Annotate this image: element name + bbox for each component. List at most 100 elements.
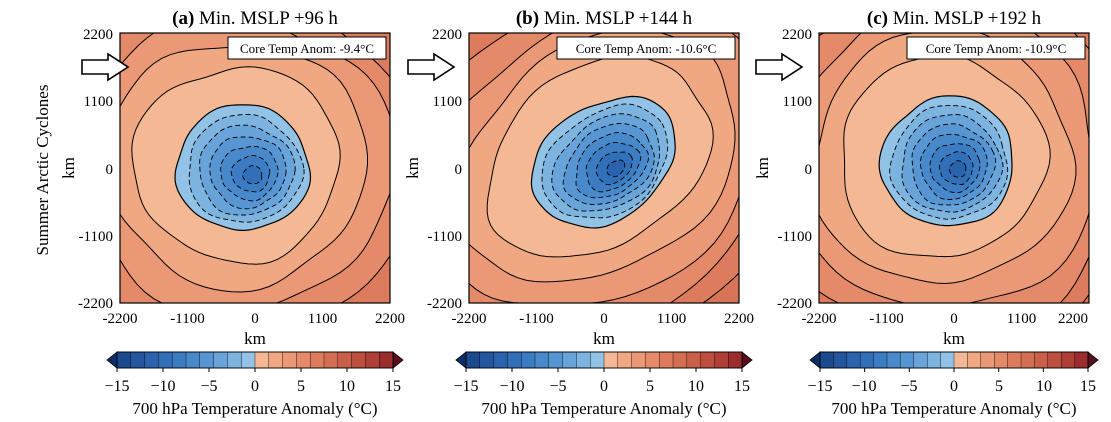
panel-b-cb-tick-1: −10 [499, 378, 524, 395]
colorbar-segment [507, 351, 522, 369]
panel-a-frame [119, 32, 391, 304]
colorbar-segment [351, 351, 367, 369]
panel-a-xtick-2: 0 [251, 311, 259, 327]
panel-b-xtick-2: 0 [600, 311, 608, 327]
panel-a-ytick-0: 2200 [83, 27, 113, 43]
panel-b-title: (b) Min. MSLP +144 h [516, 8, 693, 29]
panel-c-ytick-4: -2200 [777, 296, 812, 312]
colorbar-segment [465, 351, 481, 369]
panel-a-core-temp-box [227, 36, 387, 60]
panel-a-cb-tick-4: 5 [297, 378, 305, 395]
panel-a-xtick-3: 1100 [308, 311, 337, 327]
panel-a-ytick-1: 1100 [84, 94, 113, 110]
panel-a-core-temp-label: Core Temp Anom: -9.4°C [240, 41, 374, 56]
panel-c-title: (c) Min. MSLP +192 h [867, 8, 1042, 29]
panel-c-xtick-2: 0 [950, 311, 958, 327]
panel-c-cb-tick-1: −10 [851, 378, 876, 395]
panel-c-xtick-1: -1100 [869, 311, 903, 327]
panel-b-cb-tick-2: −5 [549, 378, 566, 395]
colorbar-segment [913, 351, 928, 369]
panel-a-title-text: Min. MSLP +96 h [199, 8, 338, 29]
colorbar-segment [534, 351, 550, 369]
panel-b-cb-tick-3: 0 [600, 378, 608, 395]
colorbar-segment [590, 351, 605, 369]
colorbar-segment [227, 351, 242, 369]
panel-b-ytick-1: 1100 [433, 94, 462, 110]
colorbar-segment [1034, 351, 1049, 369]
panel-c-colorbar [809, 351, 1099, 372]
colorbar-segment [1007, 351, 1022, 369]
colorbar-segment [1060, 351, 1076, 369]
panel-b-frame [468, 32, 740, 304]
panel-c-cb-tick-2: −5 [900, 378, 917, 395]
panel-a-cb-tick-6: 15 [385, 378, 401, 395]
colorbar-segment [631, 351, 646, 369]
colorbar-segment [1074, 351, 1089, 369]
panel-a-xtick-0: -2200 [103, 311, 138, 327]
colorbar-segment [1047, 351, 1062, 369]
panel-a-ytick-4: -2200 [78, 296, 113, 312]
colorbar-segment [645, 351, 660, 369]
panel-c-frame [818, 32, 1090, 304]
colorbar-segment [254, 351, 270, 369]
panel-c-cb-label: 700 hPa Temperature Anomaly (°C) [831, 399, 1076, 418]
panel-b-title-text: Min. MSLP +144 h [544, 8, 693, 29]
panel-b-cb-tick-0: −15 [453, 378, 478, 395]
colorbar-segment [130, 351, 146, 369]
row-label: Summer Arctic Cyclones [33, 85, 52, 256]
colorbar-segment [323, 351, 339, 369]
colorbar-segment [576, 351, 591, 369]
panel-b-ytick-2: 0 [455, 162, 463, 178]
panel-b-letter: (b) [516, 8, 539, 29]
panel-a-contour-field [120, 33, 390, 303]
colorbar-segment [714, 351, 729, 369]
colorbar-segment [833, 351, 848, 369]
colorbar-segment [846, 351, 861, 369]
colorbar-extend-high [1087, 351, 1099, 369]
panel-c-ytick-3: -1100 [778, 229, 812, 245]
panel-a-ytick-3: -1100 [79, 229, 113, 245]
colorbar-segment [310, 351, 325, 369]
panel-a-colorbar [106, 351, 404, 372]
panel-c-letter: (c) [867, 8, 888, 29]
panel-a-ytick-2: 0 [106, 162, 114, 178]
panel-c-cb-tick-0: −15 [807, 378, 832, 395]
colorbar-segment [953, 351, 969, 369]
colorbar-segment [940, 351, 955, 369]
panel-c-cb-tick-5: 10 [1036, 378, 1052, 395]
colorbar-segment [994, 351, 1009, 369]
panel-b-xtick-1: -1100 [519, 311, 553, 327]
colorbar-extend-low [455, 351, 467, 369]
colorbar-segment [603, 351, 619, 369]
colorbar-segment [116, 351, 132, 369]
panel-a-arrow-icon [81, 52, 130, 82]
panel-b-cb-tick-5: 10 [688, 378, 704, 395]
panel-c-xtick-0: -2200 [802, 311, 837, 327]
colorbar-segment [700, 351, 715, 369]
colorbar-extend-high [392, 351, 404, 369]
panel-c-ytick-0: 2200 [782, 27, 812, 43]
panel-b-core-temp-box [556, 36, 736, 60]
colorbar-segment [144, 351, 160, 369]
panel-b-cb-tick-4: 5 [646, 378, 654, 395]
colorbar-segment [240, 351, 256, 369]
panel-c-ytick-2: 0 [805, 162, 813, 178]
panel-c-cold-contour-7 [948, 160, 967, 178]
colorbar-segment [296, 351, 311, 369]
panel-a-cb-tick-0: −15 [104, 378, 129, 395]
colorbar-segment [967, 351, 982, 369]
panel-b-xlabel: km [593, 329, 615, 348]
colorbar-segment [493, 351, 509, 369]
panel-c-title-text: Min. MSLP +192 h [893, 8, 1042, 29]
colorbar-segment [282, 351, 298, 369]
panel-a: (a) Min. MSLP +96 h Core Temp Anom: -9.4… [59, 8, 405, 418]
colorbar-segment [171, 351, 187, 369]
colorbar-segment [548, 351, 564, 369]
panel-c-xlabel: km [943, 329, 965, 348]
panel-c-ylabel: km [753, 157, 772, 179]
panel-a-xlabel: km [244, 329, 266, 348]
colorbar-segment [886, 351, 902, 369]
colorbar-segment [158, 351, 173, 369]
colorbar-segment [728, 351, 743, 369]
panel-c-core-temp-box [906, 36, 1086, 60]
